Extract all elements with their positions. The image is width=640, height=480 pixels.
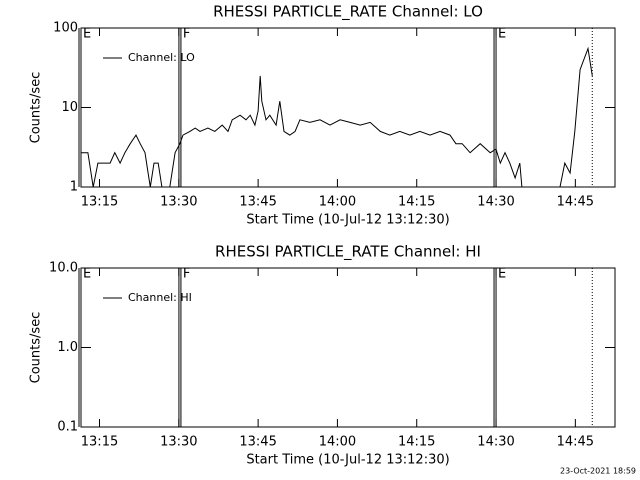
y-tick-label: 1.0 <box>57 340 78 355</box>
x-axis-title: Start Time (10-Jul-12 13:12:30) <box>246 213 449 228</box>
x-tick-label: 14:15 <box>398 435 435 450</box>
marker-label: E <box>498 27 506 42</box>
footer: 23-Oct-2021 18:59 <box>560 467 636 476</box>
x-tick-label: 13:30 <box>160 435 197 450</box>
x-tick-label: 13:45 <box>239 195 276 210</box>
x-axis-title: Start Time (10-Jul-12 13:12:30) <box>246 453 449 468</box>
y-axis-title: Counts/sec <box>29 312 44 384</box>
marker-label: F <box>183 267 190 282</box>
x-tick-label: 14:45 <box>557 435 594 450</box>
x-tick-label: 13:45 <box>239 435 276 450</box>
x-tick-label: 13:15 <box>81 435 118 450</box>
x-tick-label: 14:00 <box>319 435 356 450</box>
data-line <box>81 46 593 188</box>
chart-title: RHESSI PARTICLE_RATE Channel: LO <box>213 3 483 22</box>
x-tick-label: 14:30 <box>477 435 514 450</box>
x-tick-label: 13:15 <box>81 195 118 210</box>
marker-label: E <box>83 27 91 42</box>
y-tick-label: 1 <box>70 180 78 195</box>
x-tick-label: 14:15 <box>398 195 435 210</box>
y-tick-label: 10.0 <box>49 261 78 276</box>
y-tick-label: 10 <box>61 100 78 115</box>
chart-title: RHESSI PARTICLE_RATE Channel: HI <box>215 243 481 262</box>
legend-label: Channel: LO <box>128 51 195 64</box>
y-axis-title: Counts/sec <box>29 72 44 144</box>
marker-label: F <box>183 27 190 42</box>
y-tick-label: 0.1 <box>57 420 78 435</box>
x-tick-label: 14:30 <box>477 195 514 210</box>
x-tick-label: 14:00 <box>319 195 356 210</box>
marker-label: E <box>83 267 91 282</box>
y-tick-label: 100 <box>53 21 78 36</box>
legend-label: Channel: HI <box>128 291 192 304</box>
x-tick-label: 14:45 <box>557 195 594 210</box>
marker-label: E <box>498 267 506 282</box>
x-tick-label: 13:30 <box>160 195 197 210</box>
